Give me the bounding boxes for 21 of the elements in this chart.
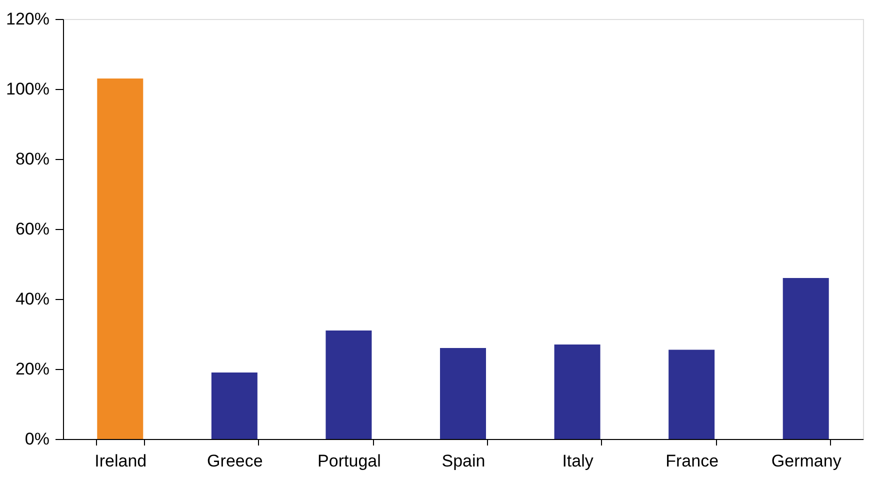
bar (782, 278, 829, 439)
bar (440, 348, 486, 439)
y-tick-label: 60% (15, 220, 50, 238)
bar (326, 330, 372, 439)
y-tick-label: 20% (15, 360, 50, 378)
bar (211, 372, 258, 439)
x-tick-label: Spain (442, 452, 486, 470)
y-tick-label: 100% (6, 80, 50, 98)
y-tick-label: 0% (24, 430, 50, 448)
bar (554, 344, 600, 439)
x-tick-label: Portugal (318, 452, 381, 470)
y-tick-label: 40% (15, 290, 50, 308)
bar (668, 350, 715, 439)
x-tick-label: Italy (562, 452, 594, 470)
x-tick-label: Greece (207, 452, 263, 470)
bar (97, 78, 144, 439)
y-tick-label: 80% (15, 150, 50, 168)
x-tick-label: France (666, 452, 719, 470)
y-tick-label: 120% (6, 10, 50, 28)
x-tick-label: Germany (771, 452, 842, 470)
x-tick-label: Ireland (94, 452, 147, 470)
